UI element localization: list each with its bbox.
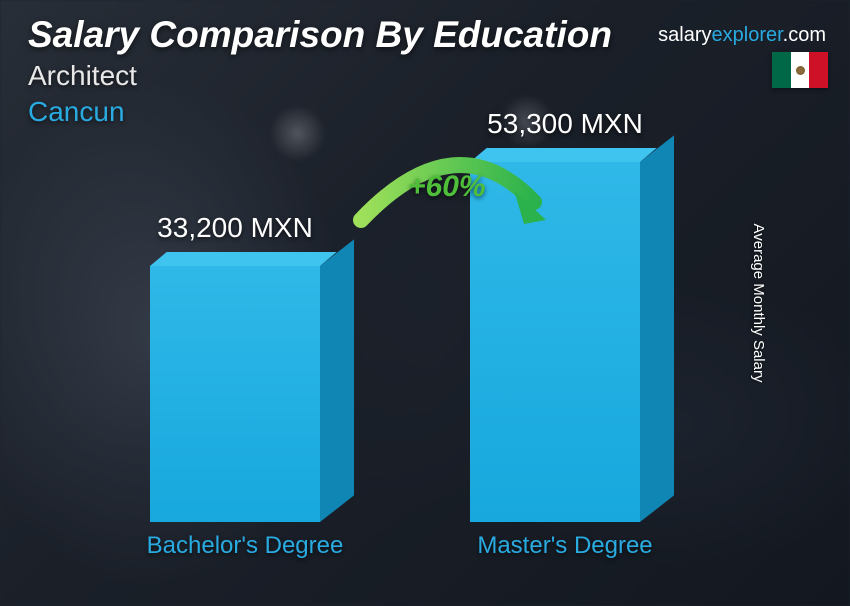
location-label: Cancun <box>28 96 125 128</box>
bar-value-label: 33,200 MXN <box>115 212 355 244</box>
flag-emblem <box>796 66 805 75</box>
flag-stripe-red <box>809 52 828 88</box>
bar-category-label: Master's Degree <box>435 532 695 560</box>
brand-logo: salaryexplorer.com <box>658 24 826 47</box>
bar-side <box>320 239 354 522</box>
increase-arrow: +60% <box>346 142 566 262</box>
flag-stripe-white <box>791 52 810 88</box>
bar-category-label: Bachelor's Degree <box>115 532 375 560</box>
bar-front <box>150 266 320 522</box>
bar-top <box>150 252 337 266</box>
bar-3d <box>150 266 320 522</box>
page-title: Salary Comparison By Education <box>28 14 612 56</box>
bar-value-label: 53,300 MXN <box>445 108 685 140</box>
brand-mid: explorer <box>712 24 783 46</box>
brand-prefix: salary <box>658 24 711 46</box>
job-title: Architect <box>28 60 137 92</box>
bar-chart: 33,200 MXN Bachelor's Degree 53,300 MXN … <box>120 138 740 558</box>
percent-increase: +60% <box>408 170 486 204</box>
bar-side <box>640 135 674 522</box>
flag-stripe-green <box>772 52 791 88</box>
y-axis-label: Average Monthly Salary <box>750 224 767 383</box>
brand-suffix: .com <box>783 24 826 46</box>
content-layer: Salary Comparison By Education Architect… <box>0 0 850 606</box>
country-flag <box>772 52 828 88</box>
